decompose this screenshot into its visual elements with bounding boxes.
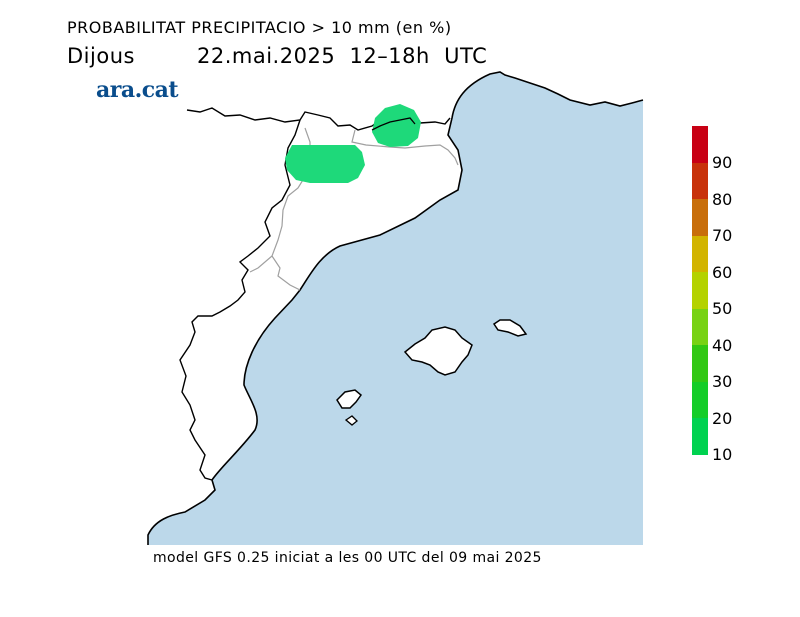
- precipitation-area: [372, 104, 421, 147]
- coastline: [147, 71, 644, 545]
- legend-color-swatch: [692, 308, 708, 345]
- formentera-island: [344, 415, 358, 426]
- legend-label: 90: [712, 153, 733, 172]
- sea-area: [148, 72, 643, 545]
- legend-label: 80: [712, 190, 733, 209]
- ibiza-island: [336, 389, 363, 409]
- legend-label: 50: [712, 299, 733, 318]
- legend-color-swatch: [692, 126, 708, 163]
- forecast-date: Dijous 22.mai.2025 12–18h UTC: [67, 44, 487, 68]
- legend-color-swatch: [692, 272, 708, 309]
- legend-color-swatch: [692, 381, 708, 418]
- legend-label: 60: [712, 263, 733, 282]
- border-overlay: [371, 117, 416, 131]
- legend-color-swatch: [692, 199, 708, 236]
- forecast-datetime: 22.mai.2025 12–18h UTC: [197, 44, 488, 68]
- legend-label: 70: [712, 226, 733, 245]
- legend-label: 10: [712, 445, 733, 464]
- model-info-footer: model GFS 0.25 iniciat a les 00 UTC del …: [153, 550, 542, 566]
- precipitation-area: [285, 145, 365, 183]
- mallorca-island: [403, 326, 473, 376]
- legend-color-swatch: [692, 418, 708, 455]
- legend-label: 30: [712, 372, 733, 391]
- legend-color-swatch: [692, 162, 708, 199]
- menorca-island: [492, 319, 528, 337]
- forecast-day: Dijous: [67, 44, 135, 68]
- western-edge: [179, 119, 301, 481]
- legend-color-swatch: [692, 345, 708, 382]
- map-title: PROBABILITAT PRECIPITACIO > 10 mm (en %): [67, 18, 452, 37]
- ara-logo[interactable]: ara.cat: [96, 77, 179, 103]
- legend-label: 40: [712, 336, 733, 355]
- legend-label: 20: [712, 409, 733, 428]
- legend-color-swatch: [692, 235, 708, 272]
